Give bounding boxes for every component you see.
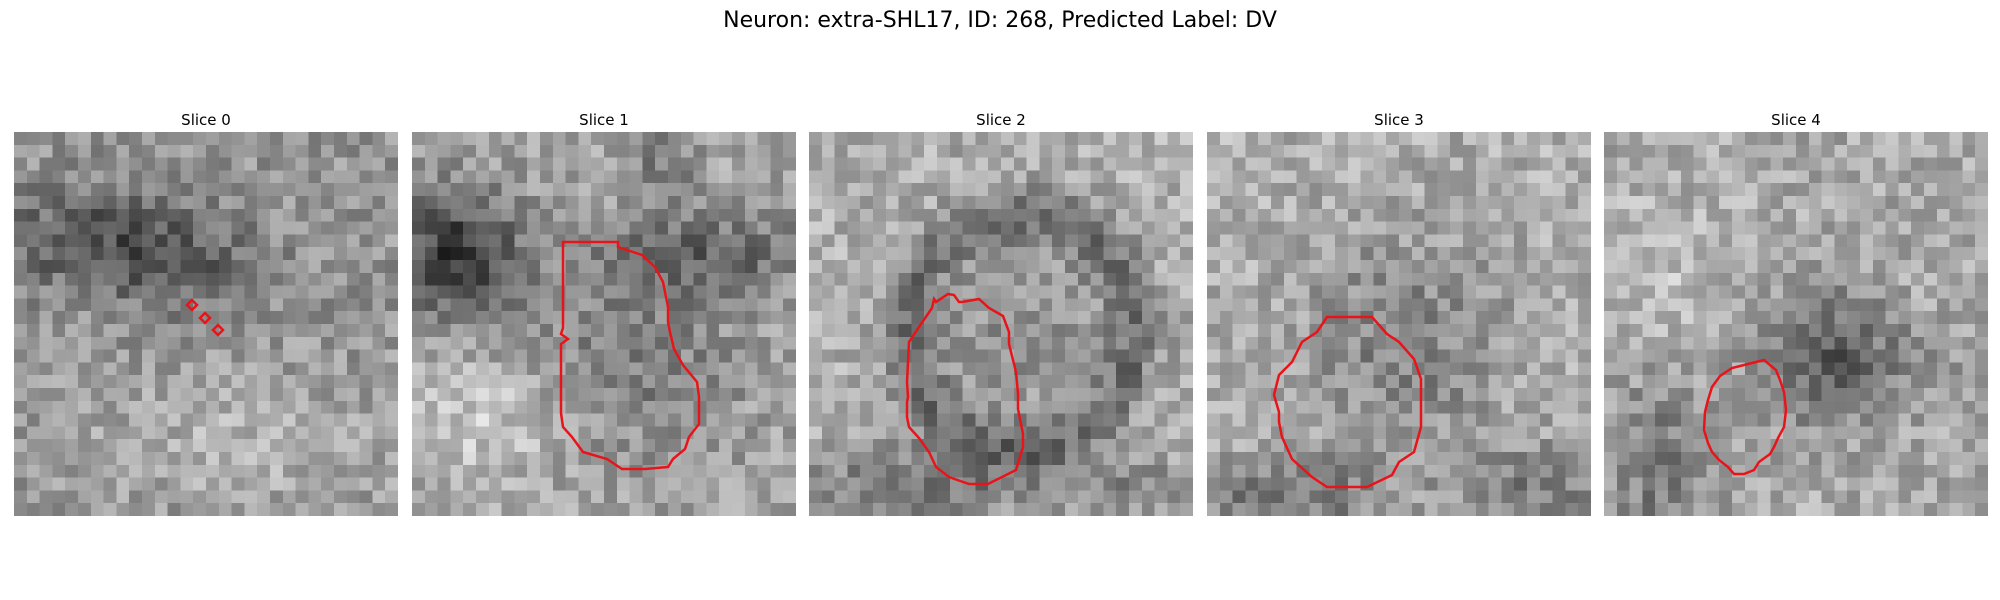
contour-line-0-2 (211, 323, 225, 337)
slice-panel-1: Slice 1 (412, 108, 796, 516)
contour-line-1-0 (559, 240, 701, 471)
slice-title-1: Slice 1 (579, 111, 629, 129)
contour-overlay-2 (905, 292, 1025, 486)
contour-line-4-0 (1702, 358, 1788, 476)
contour-overlay-0 (185, 298, 225, 337)
slice-title-0: Slice 0 (181, 111, 231, 129)
contour-line-3-0 (1272, 315, 1423, 489)
figure-title: Neuron: extra-SHL17, ID: 268, Predicted … (723, 8, 1277, 33)
contour-overlay-4 (1702, 358, 1788, 476)
contour-line-2-0 (905, 292, 1025, 486)
slice-panel-0: Slice 0 (14, 108, 398, 516)
slice-panel-4: Slice 4 (1604, 108, 1988, 516)
contour-overlay-3 (1272, 315, 1423, 489)
slice-image-3 (1207, 132, 1591, 516)
contour-overlay-1 (559, 240, 701, 471)
slice-image-0 (14, 132, 398, 516)
slice-image-4 (1604, 132, 1988, 516)
contour-line-0-1 (198, 311, 212, 325)
slice-image-2 (809, 132, 1193, 516)
slice-image-1 (412, 132, 796, 516)
slice-panel-2: Slice 2 (809, 108, 1193, 516)
slice-title-2: Slice 2 (976, 111, 1026, 129)
slice-panel-3: Slice 3 (1207, 108, 1591, 516)
slice-title-4: Slice 4 (1771, 111, 1821, 129)
contour-line-0-0 (185, 298, 199, 312)
slice-title-3: Slice 3 (1374, 111, 1424, 129)
